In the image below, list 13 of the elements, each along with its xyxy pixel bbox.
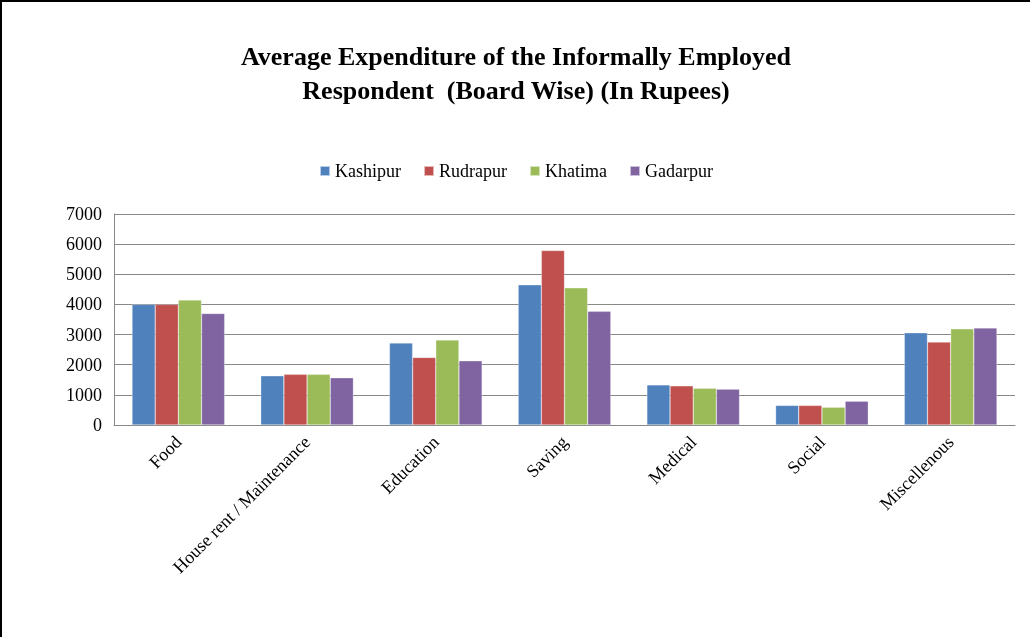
y-tick-label: 1000 (66, 384, 102, 405)
y-tick-label: 2000 (66, 354, 102, 375)
legend-label: Gadarpur (644, 161, 713, 181)
y-tick-label: 7000 (66, 204, 102, 224)
y-tick-label: 6000 (66, 234, 102, 255)
y-tick-label: 3000 (66, 324, 102, 345)
chart-title: Average Expenditure of the Informally Employed Respondent (Board Wise) (In Rupees) (240, 41, 792, 105)
y-tick-label: 4000 (66, 294, 102, 315)
y-tick-label: 0 (93, 415, 102, 435)
legend-label: Kashipur (335, 161, 402, 181)
legend-label: Rudrapur (439, 161, 508, 181)
legend-label: Khatima (545, 161, 607, 181)
y-tick-label: 5000 (66, 264, 102, 285)
